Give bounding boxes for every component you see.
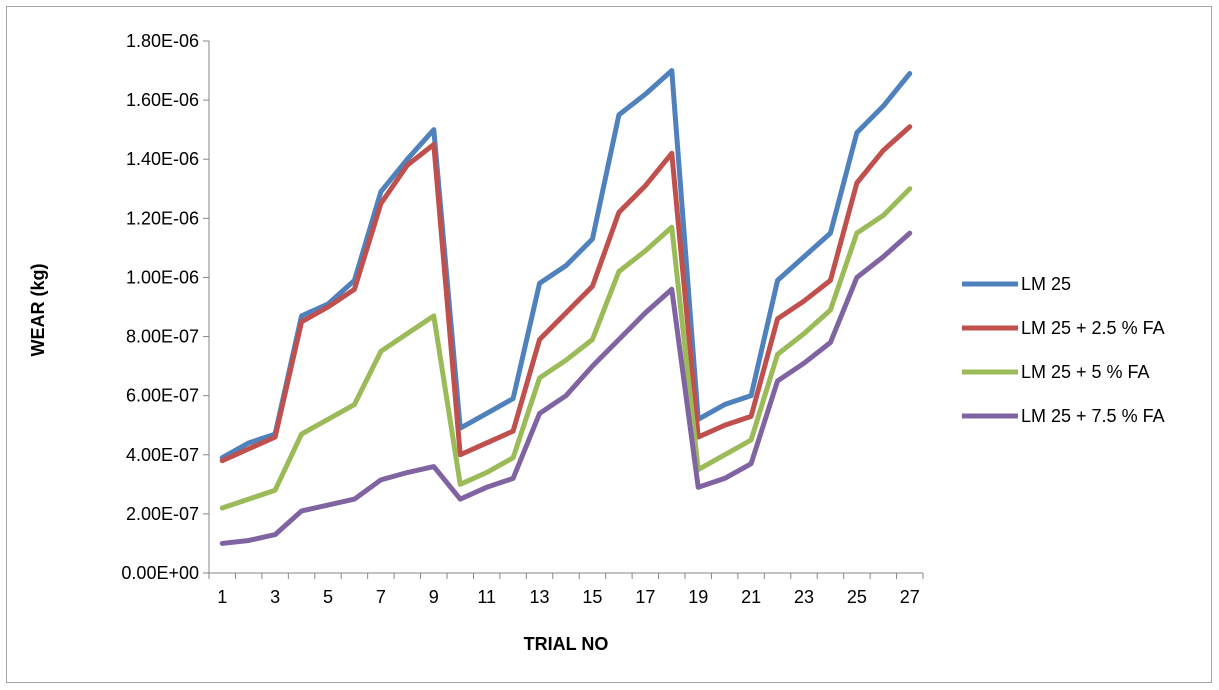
legend-label: LM 25 + 2.5 % FA (1021, 318, 1165, 338)
y-tick-label: 4.00E-07 (126, 445, 199, 465)
x-tick-label: 21 (741, 587, 761, 607)
x-tick-label: 17 (635, 587, 655, 607)
y-tick-label: 8.00E-07 (126, 327, 199, 347)
y-axis-title: WEAR (kg) (28, 264, 48, 357)
x-axis: 1 3 5 7 9 11 13 15 17 19 21 23 25 27 (208, 572, 924, 607)
x-tick-label: 3 (270, 587, 280, 607)
legend: LM 25 LM 25 + 2.5 % FA LM 25 + 5 % FA LM 25… (962, 274, 1165, 426)
y-tick-label: 1.60E-06 (126, 90, 199, 110)
x-tick-label: 9 (429, 587, 439, 607)
y-tick-label: 0.00E+00 (121, 563, 199, 583)
y-tick-label: 1.20E-06 (126, 208, 199, 228)
y-tick-label: 1.40E-06 (126, 149, 199, 169)
y-tick-label: 6.00E-07 (126, 386, 199, 406)
y-tick-label: 1.00E-06 (126, 267, 199, 287)
x-tick-label: 25 (847, 587, 867, 607)
y-tick-label: 2.00E-07 (126, 504, 199, 524)
x-tick-label: 1 (217, 587, 227, 607)
x-tick-label: 11 (477, 587, 496, 607)
y-axis: 0.00E+00 2.00E-07 4.00E-07 6.00E-07 8.00E-07… (121, 31, 210, 583)
chart-frame (6, 6, 1212, 683)
legend-label: LM 25 (1021, 274, 1071, 294)
series-lines (219, 68, 913, 546)
series-line-1 (219, 68, 913, 461)
legend-label: LM 25 + 5 % FA (1021, 362, 1150, 382)
legend-label: LM 25 + 7.5 % FA (1021, 406, 1165, 426)
series-line-3 (219, 186, 913, 511)
x-tick-label: 13 (530, 587, 550, 607)
x-tick-label: 7 (376, 587, 386, 607)
x-tick-label: 19 (688, 587, 708, 607)
x-tick-label: 23 (794, 587, 814, 607)
series-line-4 (219, 230, 913, 546)
series-line-2 (219, 124, 913, 464)
x-tick-label: 5 (323, 587, 333, 607)
y-tick-label: 1.80E-06 (126, 31, 199, 51)
x-axis-title: TRIAL NO (524, 634, 609, 654)
x-tick-label: 15 (582, 587, 602, 607)
x-tick-label: 27 (900, 587, 920, 607)
